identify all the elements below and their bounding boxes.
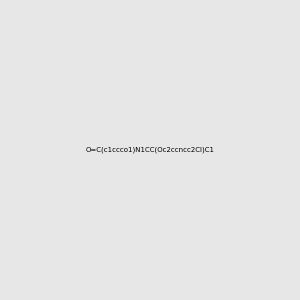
Text: O=C(c1ccco1)N1CC(Oc2ccncc2Cl)C1: O=C(c1ccco1)N1CC(Oc2ccncc2Cl)C1 [85, 147, 214, 153]
